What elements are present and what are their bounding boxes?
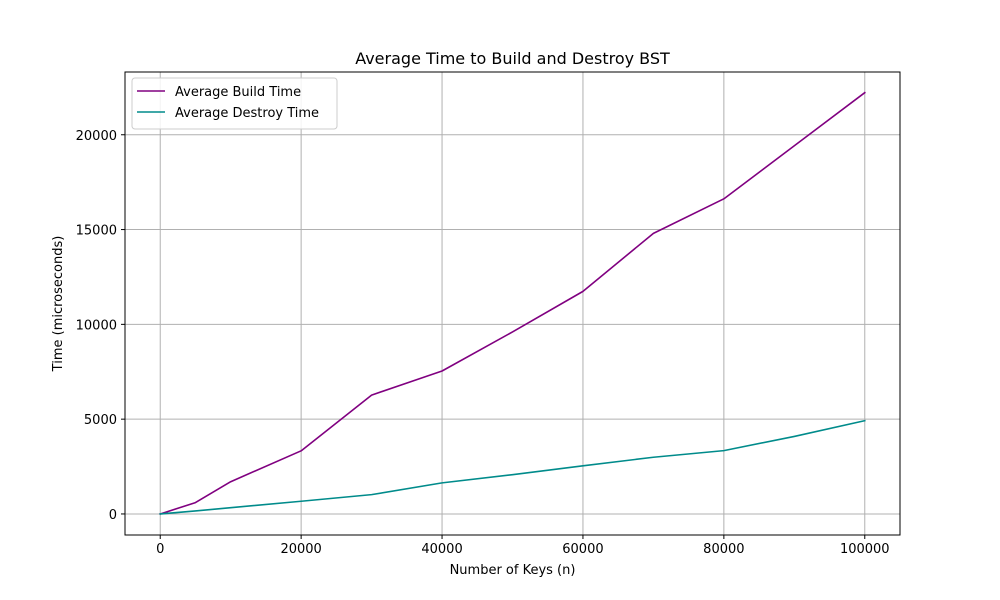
x-tick-label: 40000 [421, 542, 462, 557]
y-axis-title: Time (microseconds) [51, 236, 66, 373]
x-tick-label: 60000 [562, 542, 603, 557]
x-tick-label: 20000 [280, 542, 321, 557]
y-tick-label: 0 [109, 508, 117, 523]
x-tick-label: 80000 [703, 542, 744, 557]
legend: Average Build Time Average Destroy Time [131, 77, 338, 130]
legend-label: Average Build Time [175, 85, 301, 100]
plot-area-frame [124, 71, 901, 536]
y-tick-label: 5000 [84, 413, 117, 428]
series-lines [159, 91, 866, 515]
chart-title: Average Time to Build and Destroy BST [355, 49, 670, 68]
x-axis-title: Number of Keys (n) [450, 563, 576, 578]
x-tick-label: 100000 [840, 542, 890, 557]
grid-lines [125, 72, 900, 535]
legend-label: Average Destroy Time [175, 106, 319, 121]
legend-box [131, 77, 338, 130]
series-line-destroy-time [159, 419, 866, 515]
series-line-build-time [159, 91, 866, 515]
y-tick-label: 10000 [76, 318, 117, 333]
y-tick-label: 20000 [76, 129, 117, 144]
x-tick-label: 0 [156, 542, 164, 557]
y-tick-label: 15000 [76, 224, 117, 239]
axis-ticks: 0 20000 40000 60000 80000 100000 0 5000 10000 150… [76, 129, 890, 557]
